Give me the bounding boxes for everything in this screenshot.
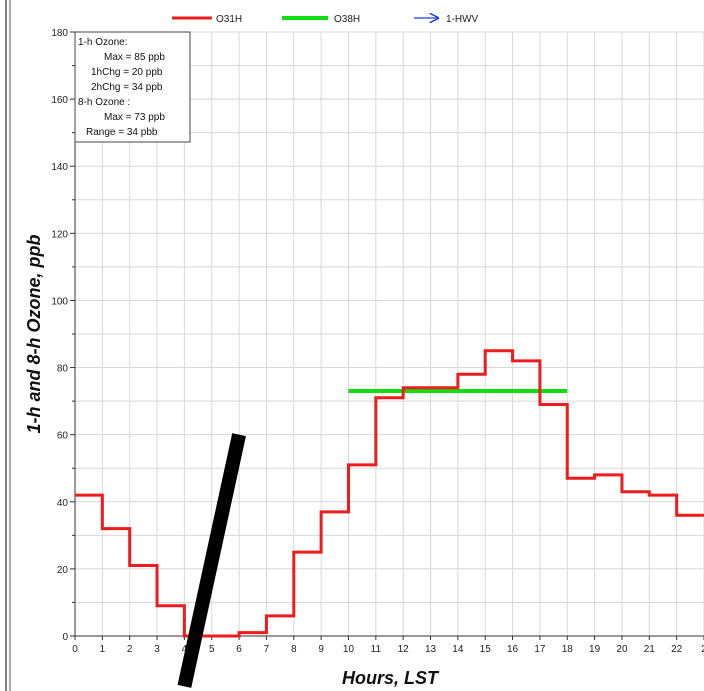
y-tick-label-40: 40 (57, 498, 69, 509)
series (75, 349, 704, 688)
x-tick-label-21: 21 (644, 644, 656, 655)
x-tick-label-16: 16 (507, 644, 519, 655)
y-tick-label-160: 160 (51, 95, 68, 106)
x-tick-label-17: 17 (534, 644, 546, 655)
y-tick-label-20: 20 (57, 565, 69, 576)
legend-label-1hwv: 1-HWV (446, 14, 479, 25)
x-tick-label-15: 15 (480, 644, 492, 655)
stats-line-6: Max = 73 ppb (104, 112, 165, 123)
x-tick-label-7: 7 (264, 644, 270, 655)
stats-line-4: 2hChg = 34 ppb (91, 82, 163, 93)
series-o31h-step-line (75, 349, 704, 638)
x-tick-label-11: 11 (371, 644, 382, 655)
x-tick-label-9: 9 (318, 644, 324, 655)
x-tick-label-1: 1 (100, 644, 106, 655)
x-tick-label-6: 6 (236, 644, 242, 655)
stats-line-7: Range = 34 pbb (86, 127, 158, 138)
x-tick-label-13: 13 (425, 644, 437, 655)
x-tick-label-14: 14 (452, 644, 464, 655)
x-tick-label-3: 3 (154, 644, 160, 655)
legend-label-o31h: O31H (216, 14, 242, 25)
x-tick-label-20: 20 (616, 644, 628, 655)
y-tick-label-120: 120 (51, 229, 68, 240)
stats-box: 1-h Ozone: Max = 85 ppb 1hChg = 20 ppb 2… (74, 31, 191, 143)
y-tick-label-100: 100 (51, 296, 68, 307)
x-tick-label-22: 22 (671, 644, 683, 655)
y-tick-label-0: 0 (62, 632, 68, 643)
x-tick-label-2: 2 (127, 644, 133, 655)
x-tick-label-8: 8 (291, 644, 297, 655)
legend: O31H O38H 1-HWV (172, 14, 479, 25)
wind-vector-mark (177, 433, 246, 688)
x-tick-label-19: 19 (589, 644, 601, 655)
y-tick-label-80: 80 (57, 364, 69, 375)
x-tick-label-18: 18 (562, 644, 574, 655)
x-tick-label-4: 4 (182, 644, 188, 655)
stats-box-frame (74, 31, 191, 143)
y-tick-label-60: 60 (57, 431, 69, 442)
x-tick-label-10: 10 (343, 644, 355, 655)
stats-line-3: 1hChg = 20 ppb (91, 67, 163, 78)
stats-line-5: 8-h Ozone : (78, 97, 130, 108)
legend-label-o38h: O38H (334, 14, 360, 25)
x-axis-title: Hours, LST (342, 668, 440, 688)
x-tick-label-5: 5 (209, 644, 215, 655)
y-tick-label-140: 140 (51, 162, 68, 173)
y-axis-title: 1-h and 8-h Ozone, ppb (24, 235, 44, 434)
x-tick-label-23: 2 (701, 644, 704, 655)
y-tick-label-180: 180 (51, 28, 68, 39)
stats-line-1: 1-h Ozone: (78, 37, 127, 48)
stats-line-2: Max = 85 ppb (104, 52, 165, 63)
x-tick-label-0: 0 (72, 644, 78, 655)
x-tick-label-12: 12 (398, 644, 410, 655)
